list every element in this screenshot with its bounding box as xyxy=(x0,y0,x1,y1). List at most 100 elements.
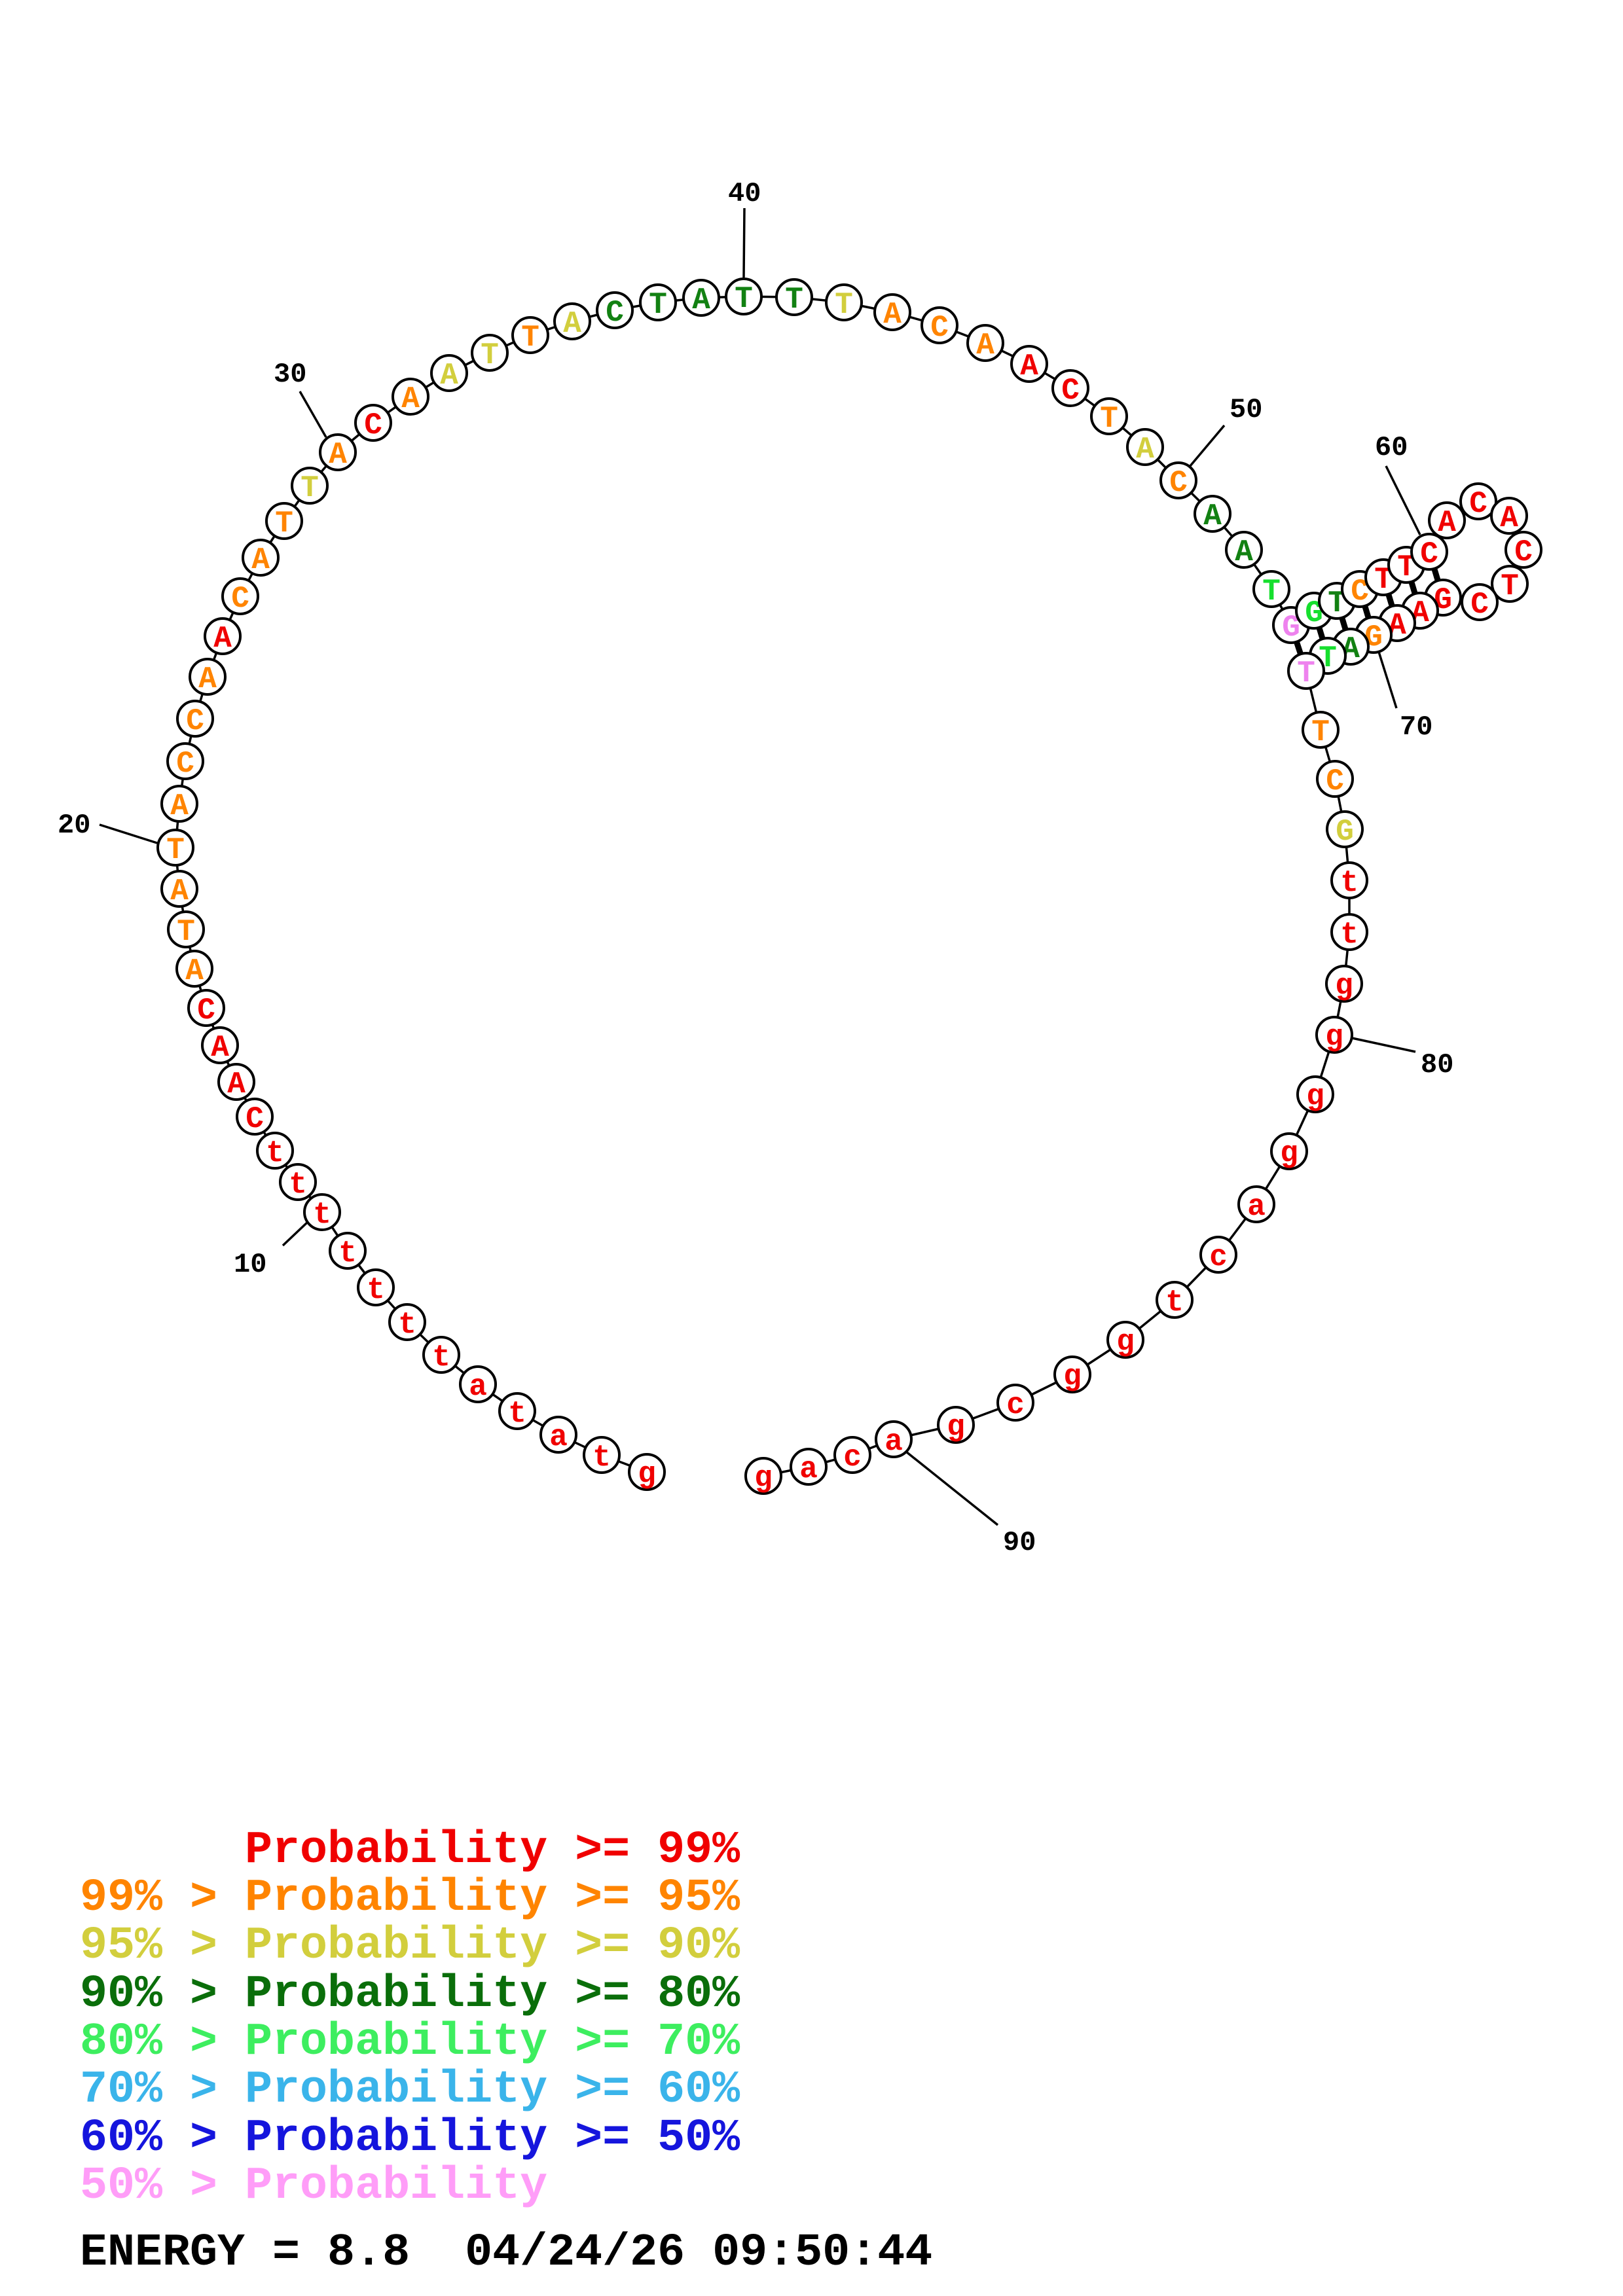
base-letter-62: C xyxy=(1469,487,1487,521)
nucleotide-45-A: A xyxy=(966,324,1004,363)
base-letter-37: C xyxy=(606,296,624,330)
base-letter-51: A xyxy=(1203,499,1222,533)
base-letter-82: g xyxy=(1280,1137,1298,1171)
tick-line-60 xyxy=(1385,465,1421,535)
base-letter-93: g xyxy=(754,1462,773,1496)
base-letter-74: T xyxy=(1311,715,1330,749)
base-circle-23 xyxy=(176,700,214,738)
base-letter-33: A xyxy=(440,359,458,393)
nucleotide-74-T: T xyxy=(1302,711,1340,749)
nucleotide-3-a: a xyxy=(539,1416,577,1454)
base-circle-76 xyxy=(1326,810,1364,848)
base-letter-20: T xyxy=(166,833,185,867)
nucleotide-84-c: c xyxy=(1199,1236,1237,1274)
base-letter-75: C xyxy=(1326,764,1344,798)
tick-line-10 xyxy=(282,1221,309,1247)
base-circle-10 xyxy=(303,1193,341,1231)
nucleotide-28-T: T xyxy=(265,502,303,541)
nucleotide-20-T: T xyxy=(156,829,194,867)
base-circle-9 xyxy=(329,1232,367,1270)
base-circle-85 xyxy=(1156,1281,1194,1319)
nucleotide-75-C: C xyxy=(1316,760,1354,798)
nucleotide-81-g: g xyxy=(1296,1075,1334,1114)
legend-row-p70: 80% > Probability >= 70% xyxy=(80,2017,740,2068)
base-letter-27: A xyxy=(251,543,270,577)
base-letter-24: A xyxy=(198,662,217,696)
base-circle-47 xyxy=(1051,369,1089,407)
base-letter-9: t xyxy=(338,1236,357,1270)
base-circle-42 xyxy=(825,283,863,321)
base-circle-62 xyxy=(1459,482,1497,520)
base-letter-53: T xyxy=(1262,575,1281,609)
nucleotide-53-T: T xyxy=(1252,570,1290,609)
base-circle-81 xyxy=(1296,1075,1334,1113)
base-letter-3: a xyxy=(549,1420,568,1454)
nucleotide-37-C: C xyxy=(596,291,634,330)
nucleotide-16-C: C xyxy=(187,989,225,1028)
base-circle-27 xyxy=(242,539,280,577)
base-circle-32 xyxy=(392,378,429,416)
nucleotide-83-a: a xyxy=(1237,1185,1275,1224)
legend-row-p99: Probability >= 99% xyxy=(245,1825,740,1876)
base-circle-35 xyxy=(511,316,549,354)
nucleotide-90-a: a xyxy=(875,1420,913,1459)
base-letter-31: C xyxy=(364,408,382,442)
position-tick-30: 30 xyxy=(274,359,327,438)
tick-label-50: 50 xyxy=(1230,394,1262,425)
base-letter-50: C xyxy=(1169,466,1188,500)
nucleotide-49-A: A xyxy=(1126,428,1164,467)
tick-label-70: 70 xyxy=(1400,711,1432,743)
base-letter-28: T xyxy=(275,507,293,541)
base-circle-45 xyxy=(966,324,1004,362)
legend-row-p50: 60% > Probability >= 50% xyxy=(80,2113,740,2164)
nucleotide-78-t: t xyxy=(1330,913,1368,952)
base-circle-65 xyxy=(1491,565,1529,603)
position-tick-labels: 10 20 30 40 50 60 70 80 90 xyxy=(58,178,1453,1558)
base-letter-6: t xyxy=(432,1340,450,1374)
nucleotide-87-g: g xyxy=(1053,1355,1091,1394)
base-circle-63 xyxy=(1490,497,1528,535)
base-circle-89 xyxy=(937,1406,975,1444)
base-letter-81: g xyxy=(1306,1080,1324,1114)
base-circle-31 xyxy=(354,404,392,442)
base-letter-52: A xyxy=(1235,535,1253,569)
position-tick-80: 80 xyxy=(1351,1037,1453,1081)
position-tick-90: 90 xyxy=(905,1450,1036,1558)
base-circle-29 xyxy=(291,467,329,505)
base-circle-36 xyxy=(553,302,591,340)
nucleotide-46-A: A xyxy=(1010,345,1048,384)
nucleotide-86-g: g xyxy=(1106,1321,1144,1359)
base-circle-5 xyxy=(459,1365,497,1403)
nucleotide-92-a: a xyxy=(790,1448,828,1486)
base-circle-46 xyxy=(1010,345,1048,383)
base-circle-3 xyxy=(539,1416,577,1454)
base-circle-20 xyxy=(156,829,194,867)
nucleotide-50-C: C xyxy=(1159,461,1197,500)
nucleotide-9-t: t xyxy=(329,1232,367,1270)
base-letter-25: A xyxy=(213,622,232,656)
nucleotide-25-A: A xyxy=(204,617,242,656)
base-letter-85: t xyxy=(1165,1285,1184,1319)
nucleotide-89-g: g xyxy=(937,1406,975,1444)
tick-label-20: 20 xyxy=(58,810,90,841)
nucleotide-48-T: T xyxy=(1090,397,1128,436)
tick-line-90 xyxy=(905,1450,999,1526)
position-tick-40: 40 xyxy=(728,178,761,278)
base-letter-13: C xyxy=(246,1102,264,1136)
base-letter-42: T xyxy=(835,288,853,322)
nucleotide-10-t: t xyxy=(303,1193,341,1232)
base-letter-90: a xyxy=(884,1425,903,1459)
nucleotide-43-A: A xyxy=(873,293,911,332)
base-circle-17 xyxy=(175,950,213,988)
nucleotide-2-t: t xyxy=(583,1436,621,1475)
base-letter-60: C xyxy=(1420,537,1438,571)
base-circle-13 xyxy=(236,1098,274,1136)
base-letter-38: T xyxy=(649,288,667,322)
base-circle-49 xyxy=(1126,428,1164,466)
base-circle-22 xyxy=(166,742,204,780)
tick-line-20 xyxy=(99,823,158,844)
base-letter-48: T xyxy=(1100,402,1118,436)
base-letter-63: A xyxy=(1500,501,1518,535)
